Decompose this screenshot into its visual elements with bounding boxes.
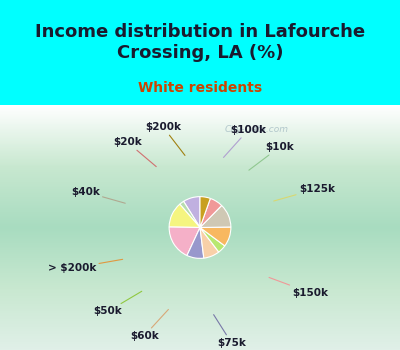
Text: $50k: $50k [94,291,142,316]
Wedge shape [169,227,200,256]
Text: $200k: $200k [146,122,185,155]
Wedge shape [187,228,204,258]
Text: $100k: $100k [224,125,266,158]
Wedge shape [200,205,231,228]
Text: $125k: $125k [274,184,335,201]
Wedge shape [180,201,200,228]
Wedge shape [184,197,200,228]
Text: $20k: $20k [113,138,156,167]
Wedge shape [200,228,219,258]
Text: $10k: $10k [249,142,294,170]
Wedge shape [200,197,210,228]
Text: > $200k: > $200k [48,259,123,273]
Text: $75k: $75k [214,315,246,348]
Text: White residents: White residents [138,80,262,94]
Text: $40k: $40k [71,187,125,203]
Wedge shape [169,204,200,228]
Wedge shape [200,227,231,246]
Text: $60k: $60k [130,309,168,341]
Wedge shape [200,228,225,252]
Text: City-Data.com: City-Data.com [224,125,288,134]
Text: Income distribution in Lafourche
Crossing, LA (%): Income distribution in Lafourche Crossin… [35,23,365,62]
Wedge shape [200,198,222,228]
Text: $150k: $150k [269,278,328,298]
